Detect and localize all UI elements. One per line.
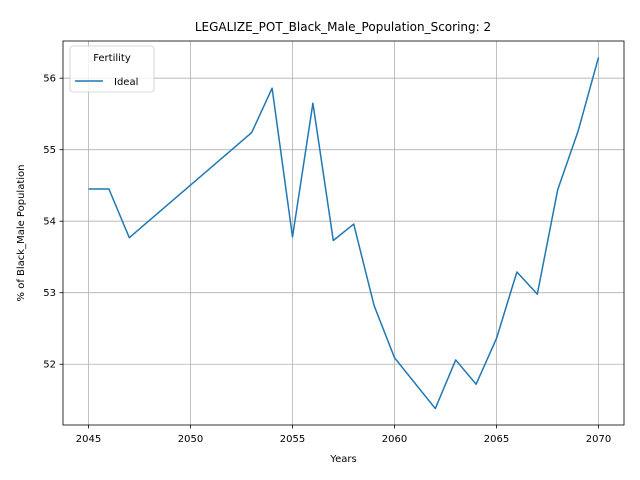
x-tick-label: 2070 [586,434,611,445]
y-tick-label: 56 [43,74,56,85]
x-tick-label: 2065 [484,434,509,445]
x-axis-label: Years [329,454,356,465]
legend-title: Fertility [93,53,131,64]
y-tick-label: 52 [43,360,56,371]
legend: Fertility Ideal [70,46,154,92]
y-tick-label: 55 [43,145,56,156]
y-axis-label: % of Black_Male Population [16,165,27,302]
chart-title: LEGALIZE_POT_Black_Male_Population_Scori… [195,20,491,34]
x-tick-label: 2060 [382,434,407,445]
legend-label-ideal: Ideal [114,77,138,88]
x-tick-label: 2055 [280,434,305,445]
y-tick-label: 54 [43,217,56,228]
x-tick-label: 2045 [76,434,101,445]
y-tick-label: 53 [43,288,56,299]
x-tick-label: 2050 [178,434,203,445]
